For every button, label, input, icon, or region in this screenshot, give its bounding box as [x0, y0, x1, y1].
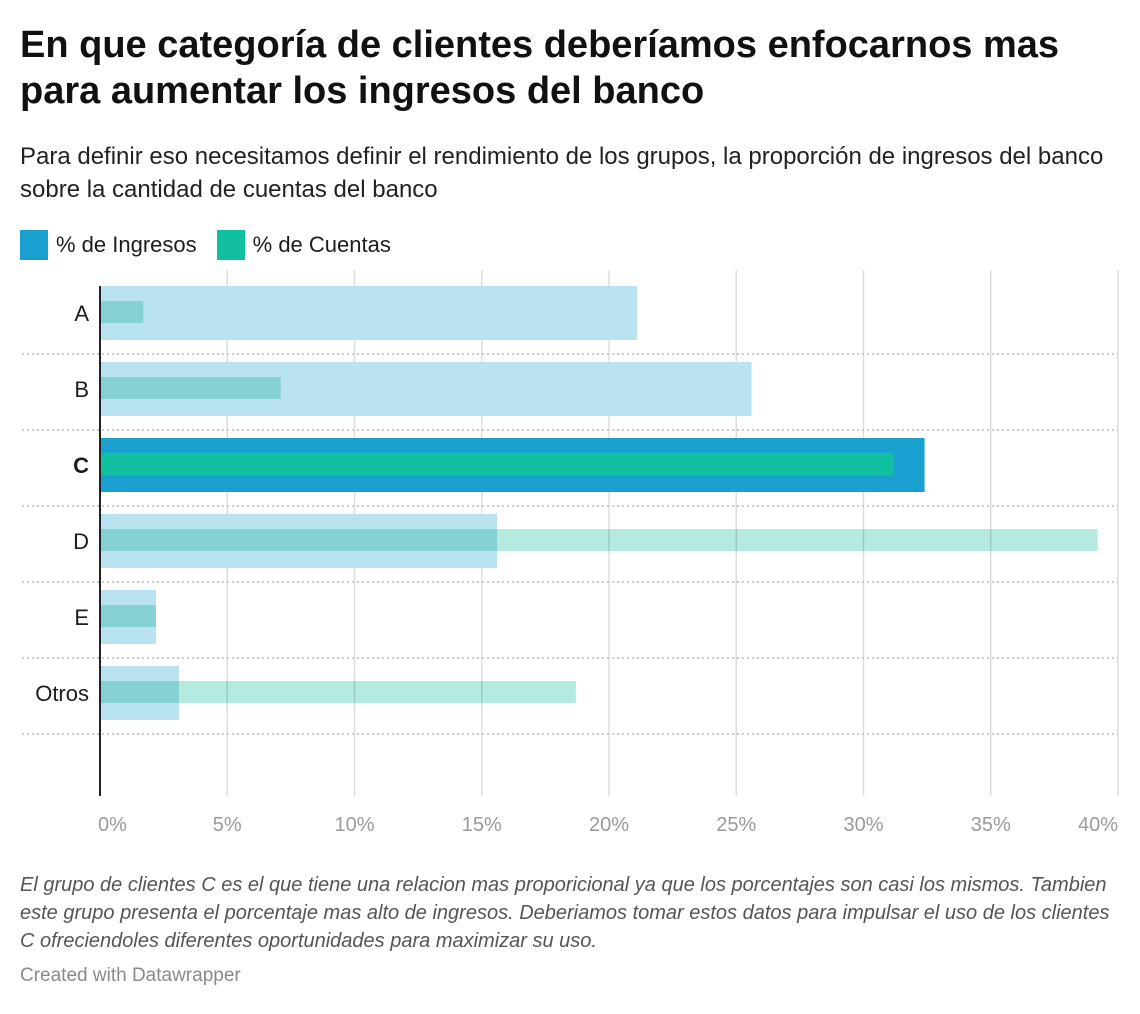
- legend-item-ingresos: % de Ingresos: [20, 230, 197, 260]
- legend-label-ingresos: % de Ingresos: [56, 232, 197, 258]
- legend-swatch-ingresos: [20, 230, 48, 260]
- bar-cuentas-otros: [100, 681, 576, 703]
- category-label: Otros: [35, 681, 89, 706]
- chart-notes: El grupo de clientes C es el que tiene u…: [20, 871, 1120, 955]
- x-tick-label: 5%: [213, 814, 242, 836]
- chart-subtitle: Para definir eso necesitamos definir el …: [20, 140, 1120, 206]
- category-label: B: [74, 377, 89, 402]
- bar-cuentas-e: [100, 605, 156, 627]
- category-label: A: [74, 301, 89, 326]
- x-tick-label: 30%: [843, 814, 883, 836]
- category-label: C: [73, 453, 89, 478]
- chart-title: En que categoría de clientes deberíamos …: [20, 22, 1120, 114]
- datawrapper-credit: Created with Datawrapper: [20, 965, 241, 987]
- chart-legend: % de Ingresos % de Cuentas: [20, 229, 411, 261]
- legend-label-cuentas: % de Cuentas: [253, 232, 391, 258]
- x-tick-label: 25%: [716, 814, 756, 836]
- legend-swatch-cuentas: [217, 230, 245, 260]
- bar-cuentas-a: [100, 301, 143, 323]
- category-label: D: [73, 529, 89, 554]
- x-tick-label: 10%: [334, 814, 374, 836]
- x-tick-label: 0%: [98, 814, 127, 836]
- category-label: E: [74, 605, 89, 630]
- bar-cuentas-c: [100, 453, 894, 475]
- bar-chart: A B C D E Otros 0% 5% 10% 15% 20% 25% 30% 35% 40%: [0, 270, 1140, 850]
- bar-cuentas-d: [100, 529, 1098, 551]
- bar-ingresos-a: [100, 286, 637, 340]
- x-tick-label: 15%: [462, 814, 502, 836]
- x-tick-label: 40%: [1078, 814, 1118, 836]
- x-tick-label: 35%: [971, 814, 1011, 836]
- legend-item-cuentas: % de Cuentas: [217, 230, 391, 260]
- x-tick-label: 20%: [589, 814, 629, 836]
- bar-cuentas-b: [100, 377, 281, 399]
